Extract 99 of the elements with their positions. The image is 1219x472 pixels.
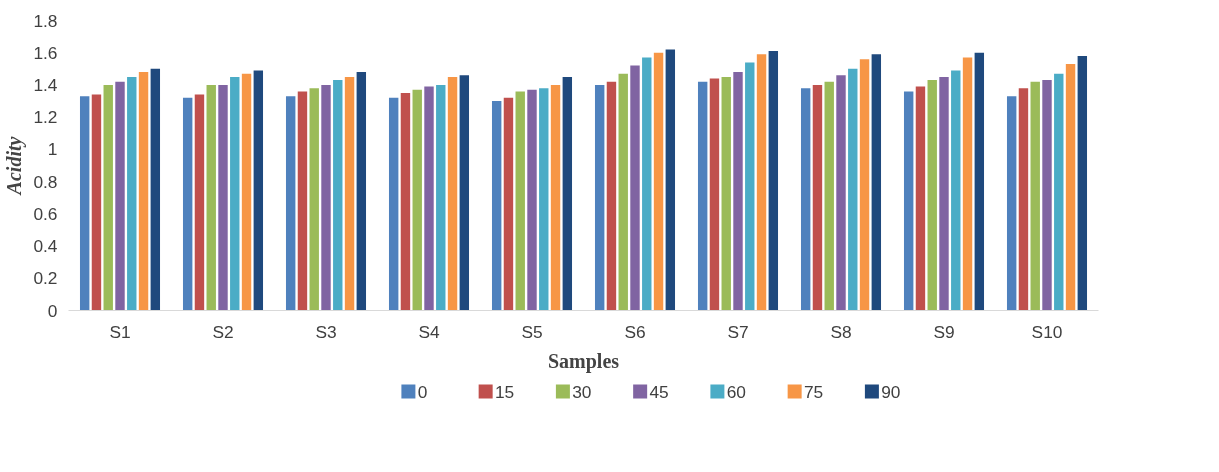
bar xyxy=(1030,81,1040,311)
bar xyxy=(344,76,355,311)
bar xyxy=(436,84,446,311)
bar xyxy=(812,84,823,311)
legend-label: 45 xyxy=(649,381,669,402)
bar xyxy=(630,65,640,311)
y-tick-label: 1.4 xyxy=(33,74,58,95)
x-axis-title: Samples xyxy=(547,349,620,373)
x-tick-label: S6 xyxy=(624,321,646,342)
bar xyxy=(388,97,399,311)
bar xyxy=(859,59,870,311)
bar xyxy=(606,81,617,311)
bar xyxy=(974,52,985,311)
x-tick-label: S3 xyxy=(315,321,337,342)
y-tick-label: 0.8 xyxy=(33,171,58,192)
bar xyxy=(253,70,264,311)
bar xyxy=(939,76,949,311)
bar xyxy=(1077,55,1088,311)
legend-label: 60 xyxy=(726,381,746,402)
bar xyxy=(1006,96,1017,311)
y-tick-label: 1.2 xyxy=(33,107,58,128)
bar xyxy=(1042,80,1052,311)
bar xyxy=(836,75,846,311)
bar xyxy=(230,76,240,311)
bar xyxy=(756,54,767,311)
bar xyxy=(653,52,664,311)
bar xyxy=(309,88,319,311)
bar xyxy=(503,97,514,311)
bar xyxy=(424,86,434,311)
bar xyxy=(241,73,252,311)
bar xyxy=(218,84,228,311)
bar xyxy=(642,57,652,311)
bar xyxy=(915,86,926,311)
bar xyxy=(194,94,205,311)
bar xyxy=(103,84,113,311)
legend-label: 0 xyxy=(417,381,428,402)
bar xyxy=(447,76,458,311)
legend-label: 30 xyxy=(572,381,592,402)
bar xyxy=(562,76,573,311)
bar xyxy=(79,96,90,311)
bar xyxy=(321,84,331,311)
bar xyxy=(206,84,216,311)
bar xyxy=(297,91,308,311)
bar xyxy=(745,62,755,311)
bar xyxy=(515,91,525,311)
y-tick-label: 0 xyxy=(47,300,58,321)
bar xyxy=(115,81,125,311)
bar xyxy=(665,49,676,311)
bar xyxy=(539,88,549,311)
bar xyxy=(697,81,708,311)
x-tick-label: S7 xyxy=(727,321,749,342)
bar xyxy=(618,73,628,311)
bar xyxy=(491,101,502,311)
y-axis-title: Acidity xyxy=(3,136,27,197)
bar xyxy=(871,54,882,311)
x-tick-label: S10 xyxy=(1031,321,1063,342)
bar xyxy=(709,78,720,311)
bar xyxy=(768,51,779,311)
x-tick-label: S8 xyxy=(830,321,852,342)
bar xyxy=(962,57,973,311)
x-tick-label: S2 xyxy=(212,321,234,342)
legend-label: 75 xyxy=(803,381,824,402)
bar xyxy=(1018,88,1029,311)
bar xyxy=(951,70,961,311)
x-tick-label: S1 xyxy=(109,321,131,342)
bar xyxy=(594,84,605,311)
bar xyxy=(1065,64,1076,311)
bar xyxy=(903,91,914,311)
bar xyxy=(182,97,193,311)
bar xyxy=(333,80,343,311)
y-tick-label: 1.6 xyxy=(33,42,58,63)
bar xyxy=(138,72,149,311)
y-tick-label: 1 xyxy=(47,139,58,160)
x-tick-label: S4 xyxy=(418,321,440,342)
y-tick-label: 0.2 xyxy=(33,268,58,289)
bar xyxy=(459,75,470,311)
bar xyxy=(848,68,858,311)
bar xyxy=(527,89,537,311)
bar xyxy=(800,88,811,311)
x-tick-label: S5 xyxy=(521,321,543,342)
bar xyxy=(824,81,834,311)
bar xyxy=(150,68,161,311)
bar xyxy=(412,89,422,311)
bar xyxy=(91,94,102,311)
y-tick-label: 0.4 xyxy=(33,236,58,257)
bar xyxy=(733,72,743,311)
bar xyxy=(127,76,137,311)
x-tick-label: S9 xyxy=(933,321,955,342)
bar xyxy=(400,93,411,311)
bar xyxy=(721,76,731,311)
bar xyxy=(356,72,367,311)
bar xyxy=(550,84,561,311)
y-tick-label: 0.6 xyxy=(33,203,58,224)
y-tick-label: 1.8 xyxy=(33,10,58,31)
bar xyxy=(285,96,296,311)
bar xyxy=(1054,73,1064,311)
legend-label: 15 xyxy=(494,381,515,402)
bar xyxy=(927,80,937,311)
legend-label: 90 xyxy=(881,381,901,402)
